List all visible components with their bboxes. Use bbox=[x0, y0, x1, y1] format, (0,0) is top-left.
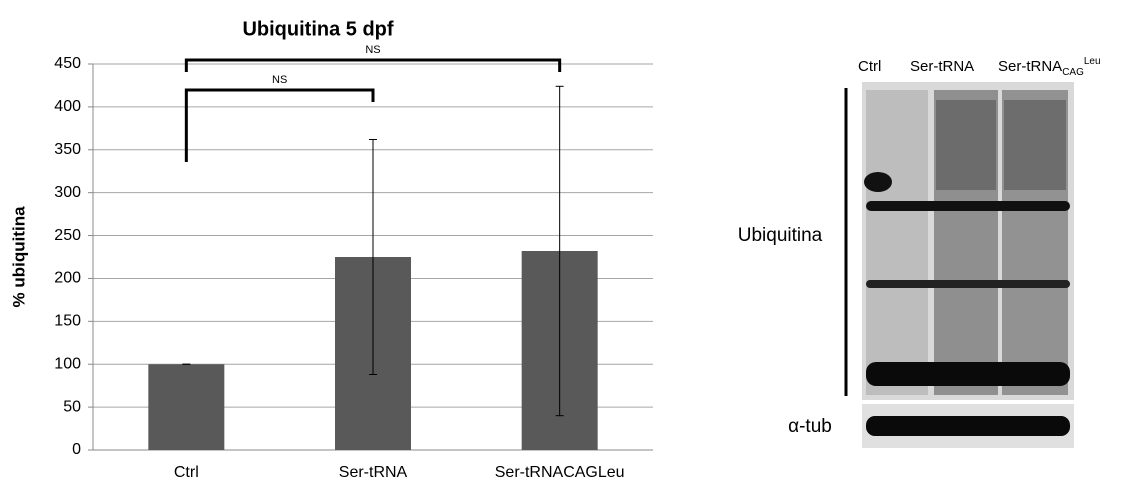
annotation: NS bbox=[272, 74, 287, 86]
bar bbox=[148, 364, 224, 450]
y-tick-label: 0 bbox=[72, 441, 81, 458]
annotation: NS bbox=[365, 44, 380, 56]
x-tick-label: Ser-tRNACAGLeu bbox=[495, 464, 625, 481]
lane-label: Ser-tRNA bbox=[910, 58, 974, 75]
y-tick-label: 250 bbox=[54, 227, 81, 244]
lane-label: Ctrl bbox=[858, 58, 881, 75]
band bbox=[866, 362, 1070, 386]
smear bbox=[936, 100, 996, 190]
lane-subscript: CAG bbox=[1062, 67, 1084, 78]
smear bbox=[1004, 100, 1066, 190]
x-tick-label: Ctrl bbox=[174, 464, 199, 481]
y-tick-label: 50 bbox=[63, 398, 81, 415]
y-tick-label: 300 bbox=[54, 184, 81, 201]
significance-bracket bbox=[186, 90, 373, 162]
blot-label: Ubiquitina bbox=[738, 225, 823, 246]
y-tick-label: 100 bbox=[54, 355, 81, 372]
chart-title: Ubiquitina 5 dpf bbox=[242, 18, 393, 40]
figure: Ubiquitina 5 dpf % ubiquitina Ctrl Ser-t… bbox=[0, 0, 1124, 486]
lane-label: Ser-tRNACAGLeu bbox=[998, 56, 1101, 78]
band bbox=[866, 280, 1070, 288]
y-tick-label: 200 bbox=[54, 270, 81, 287]
lane-superscript: Leu bbox=[1084, 56, 1101, 67]
y-tick-label: 450 bbox=[54, 55, 81, 72]
y-tick-label: 150 bbox=[54, 313, 81, 330]
lane bbox=[866, 90, 928, 395]
y-tick-label: 350 bbox=[54, 141, 81, 158]
y-axis-label: % ubiquitina bbox=[9, 206, 28, 308]
y-tick-label: 400 bbox=[54, 98, 81, 115]
band bbox=[866, 416, 1070, 436]
band bbox=[864, 172, 892, 192]
x-tick-label: Ser-tRNA bbox=[339, 464, 408, 481]
blot-label: α-tub bbox=[788, 416, 832, 437]
band bbox=[866, 201, 1070, 211]
lane-label: Ser-tRNA bbox=[998, 58, 1062, 75]
blot: Ctrl Ser-tRNA Ser-tRNACAGLeu Ubiquitina … bbox=[738, 56, 1101, 448]
significance-bracket bbox=[186, 60, 559, 72]
